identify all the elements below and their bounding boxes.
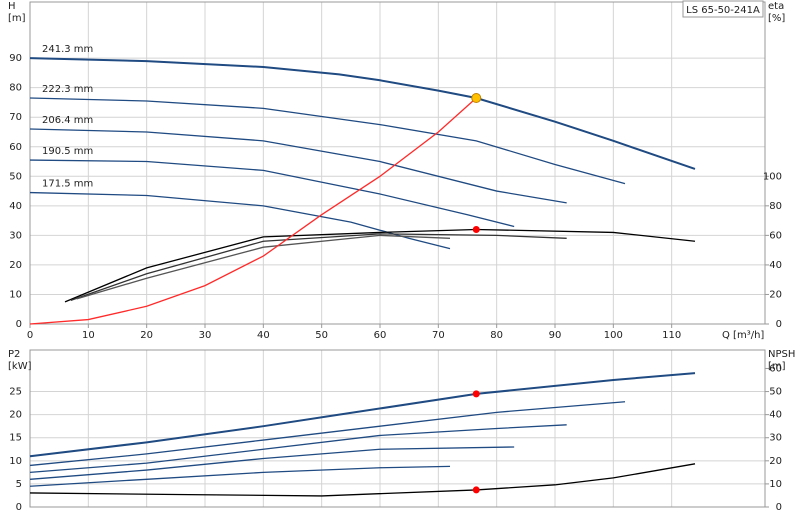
x-axis-label: Q [m³/h] (722, 330, 764, 341)
y-tick-label: 10 (9, 289, 22, 300)
curve (29, 57, 696, 170)
curve (29, 401, 626, 467)
curve (29, 465, 451, 487)
curve (29, 372, 696, 458)
y2-tick-label: 20 (769, 289, 782, 300)
y-axis-label: [kW] (8, 361, 32, 372)
y2-tick-label: 40 (769, 410, 782, 421)
y-tick-label: 0 (16, 319, 22, 330)
curve-label: 222.3 mm (42, 84, 93, 95)
y2-tick-label: 60 (769, 230, 782, 241)
curve-label: 206.4 mm (42, 115, 93, 126)
y-tick-label: 20 (9, 260, 22, 271)
annotation: LS 65-50-241A (686, 5, 760, 16)
y2-tick-label: 20 (769, 456, 782, 467)
y2-axis-label: [m] (768, 361, 786, 372)
y-tick-label: 30 (9, 230, 22, 241)
y-tick-label: 70 (9, 112, 22, 123)
x-tick-label: 90 (549, 330, 562, 341)
y2-tick-label: 0 (776, 319, 782, 330)
y-tick-label: 5 (16, 479, 22, 490)
y2-tick-label: 100 (763, 171, 782, 182)
plot-frame (29, 349, 766, 508)
curve (64, 228, 696, 303)
curve (70, 233, 567, 301)
y2-axis-label: eta (768, 1, 784, 12)
curve-label: 190.5 mm (42, 146, 93, 157)
operating-point (472, 390, 480, 398)
y2-tick-label: 50 (769, 387, 782, 398)
y-axis-label: [m] (8, 13, 26, 24)
curve-label: 171.5 mm (42, 179, 93, 190)
y2-tick-label: 80 (769, 201, 782, 212)
y-axis-label: P2 (8, 349, 20, 360)
y2-tick-label: 60 (769, 363, 782, 374)
x-tick-label: 20 (140, 330, 153, 341)
x-tick-label: 0 (27, 330, 33, 341)
curve (29, 424, 567, 474)
curve (76, 234, 451, 300)
y-tick-label: 25 (9, 387, 22, 398)
x-tick-label: 80 (490, 330, 503, 341)
curve (29, 446, 515, 480)
y-tick-label: 10 (9, 456, 22, 467)
x-tick-label: 110 (662, 330, 681, 341)
curve-label: 241.3 mm (42, 44, 93, 55)
y2-tick-label: 10 (769, 479, 782, 490)
operating-point (472, 225, 480, 233)
x-tick-label: 30 (199, 330, 212, 341)
y-tick-label: 40 (9, 201, 22, 212)
y-tick-label: 80 (9, 83, 22, 94)
y2-tick-label: 0 (776, 502, 782, 513)
curve (29, 159, 515, 228)
y2-tick-label: 40 (769, 260, 782, 271)
y2-axis-label: NPSH (768, 349, 795, 360)
y-tick-label: 90 (9, 53, 22, 64)
curve (29, 128, 567, 204)
y2-tick-label: 30 (769, 433, 782, 444)
y-tick-label: 0 (16, 502, 22, 513)
operating-point (472, 486, 480, 494)
y-axis-label: H (8, 1, 16, 12)
annotation-box (682, 0, 764, 18)
curve (29, 97, 477, 325)
operating-point (471, 93, 482, 104)
x-tick-label: 60 (374, 330, 387, 341)
x-tick-label: 100 (604, 330, 623, 341)
x-tick-label: 50 (315, 330, 328, 341)
plot-frame (29, 1, 766, 325)
y2-axis-label: [%] (768, 13, 785, 24)
y-tick-label: 20 (9, 410, 22, 421)
x-tick-label: 40 (257, 330, 270, 341)
y-tick-label: 50 (9, 171, 22, 182)
x-tick-label: 70 (432, 330, 445, 341)
x-tick-label: 10 (82, 330, 95, 341)
y-tick-label: 60 (9, 142, 22, 153)
curve (29, 191, 451, 250)
curve (29, 97, 626, 185)
y-tick-label: 15 (9, 433, 22, 444)
